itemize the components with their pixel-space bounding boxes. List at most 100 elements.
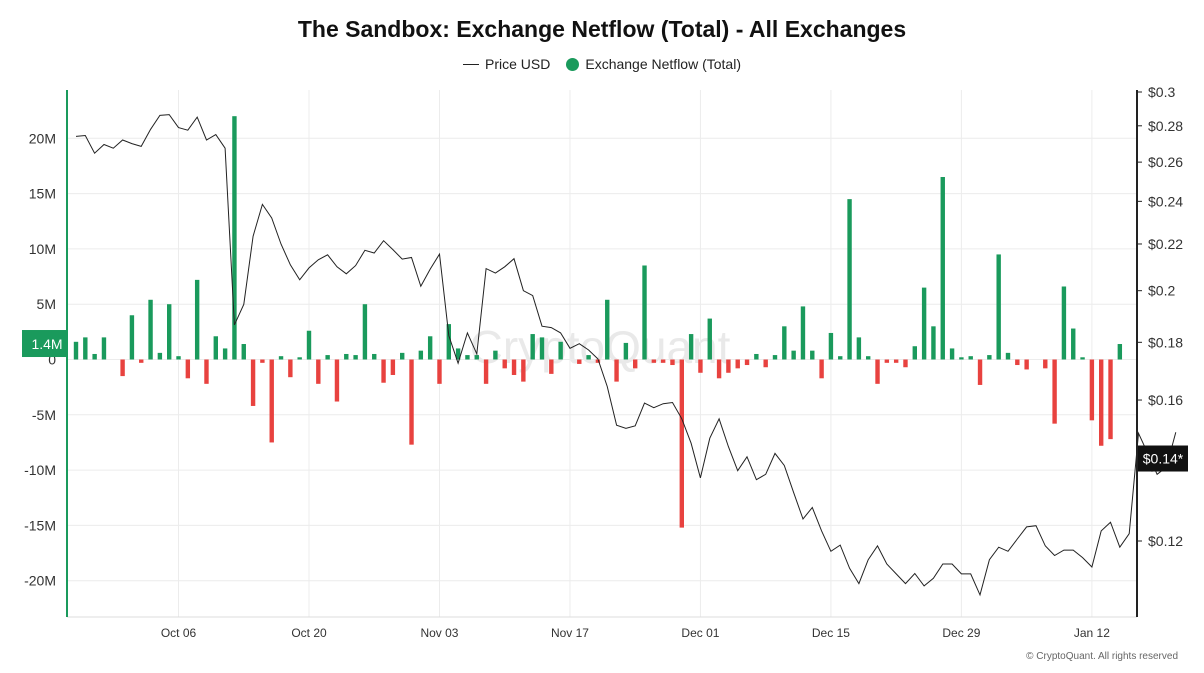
netflow-bar (381, 359, 386, 383)
netflow-bar (418, 350, 424, 360)
right-tick-label: $0.3 (1148, 84, 1175, 100)
right-tick-label: $0.26 (1148, 154, 1183, 170)
netflow-bar (73, 341, 79, 360)
netflow-bar (372, 353, 377, 360)
netflow-bar (996, 254, 1001, 360)
x-tick-label: Nov 03 (420, 626, 458, 640)
netflow-bar (390, 359, 396, 375)
netflow-bar (549, 359, 554, 374)
legend-netflow-dot-swatch (566, 57, 580, 71)
netflow-bar (353, 355, 358, 360)
netflow-bar (167, 304, 172, 360)
netflow-bar (455, 348, 461, 360)
netflow-bar (623, 342, 629, 360)
netflow-bar (325, 355, 330, 360)
netflow-bar (483, 359, 489, 384)
copyright-footer: © CryptoQuant. All rights reserved (1026, 651, 1178, 662)
netflow-bar (838, 356, 843, 360)
netflow-bar (800, 306, 806, 360)
netflow-bar (931, 326, 936, 360)
netflow-bar (791, 350, 796, 360)
netflow-bar (139, 359, 144, 363)
left-tick-label: 15M (29, 186, 56, 202)
netflow-bar (474, 355, 479, 360)
left-tick-label: -20M (24, 573, 56, 589)
netflow-bar (1099, 359, 1104, 446)
netflow-bar (688, 334, 694, 360)
x-tick-label: Dec 15 (812, 626, 850, 640)
netflow-bar (465, 355, 470, 360)
netflow-bar (316, 359, 321, 384)
netflow-bar (157, 352, 163, 360)
netflow-bar (288, 359, 293, 378)
left-tick-label: -5M (32, 407, 56, 423)
netflow-bar (679, 359, 684, 528)
left-tick-label: 20M (29, 130, 56, 146)
right-tick-label: $0.12 (1148, 533, 1183, 549)
netflow-bar (1108, 359, 1113, 440)
right-tick-label: $0.22 (1148, 236, 1183, 252)
netflow-bar (698, 359, 703, 373)
netflow-bar (754, 353, 759, 360)
netflow-bar (1052, 359, 1057, 424)
netflow-bar (1015, 359, 1020, 366)
netflow-bar (260, 359, 265, 363)
netflow-bar (511, 359, 517, 375)
left-tick-label: -15M (24, 517, 56, 533)
netflow-bar (1061, 286, 1067, 360)
right-tick-label: $0.24 (1148, 193, 1183, 209)
netflow-bar (558, 341, 563, 360)
netflow-bar (101, 337, 107, 360)
netflow-bar (577, 359, 582, 364)
current-price-badge (1138, 445, 1188, 472)
netflow-bar (847, 199, 852, 360)
netflow-bar (1005, 352, 1011, 360)
netflow-bar (493, 350, 498, 360)
axes: 20M 15M 10M 5M 0 -5M -10M -15M -20M Oct 06 Oct 20 N… (22, 84, 1188, 640)
netflow-bar (633, 359, 638, 369)
netflow-bar (726, 359, 731, 373)
netflow-bar (763, 359, 768, 368)
netflow-bar (949, 348, 955, 360)
current-netflow-badge (22, 330, 67, 358)
x-tick-label: Oct 20 (291, 626, 327, 640)
netflow-bar (884, 359, 890, 363)
netflow-bar (1117, 344, 1123, 360)
netflow-bar (968, 356, 973, 360)
netflow-bar (744, 359, 750, 366)
left-tick-label: 5M (37, 296, 56, 312)
netflow-bar (334, 359, 340, 402)
netflow-bar (614, 359, 619, 382)
netflow-bar (940, 177, 945, 360)
netflow-bar (782, 326, 787, 360)
x-tick-label: Jan 12 (1074, 626, 1110, 640)
current-netflow-badge-label: 1.4M (31, 336, 62, 352)
netflow-bar (1089, 359, 1095, 421)
netflow-bar (819, 359, 824, 379)
netflow-bar (707, 318, 712, 360)
legend-price-line-swatch (463, 63, 479, 65)
netflow-bar (278, 356, 284, 360)
netflow-bar (269, 359, 274, 443)
netflow-bar (222, 348, 228, 360)
netflow-bar (959, 357, 964, 360)
legend-price-label[interactable]: Price USD (485, 56, 551, 73)
netflow-bar (129, 315, 135, 360)
x-tick-label: Nov 17 (551, 626, 589, 640)
netflow-bar (670, 359, 675, 366)
legend-netflow-label[interactable]: Exchange Netflow (Total) (585, 56, 741, 73)
netflow-bar (903, 359, 908, 368)
netflow-bar (810, 350, 815, 360)
netflow-bar (194, 279, 200, 360)
netflow-bar (176, 356, 181, 360)
right-tick-label: $0.16 (1148, 392, 1183, 408)
netflow-bar (530, 334, 535, 360)
netflow-bar (875, 359, 880, 384)
right-tick-label: $0.18 (1148, 334, 1183, 350)
netflow-bar (250, 359, 256, 406)
netflow-bar (120, 359, 125, 377)
netflow-bar (866, 356, 871, 360)
price-line[interactable] (75, 114, 1177, 597)
netflow-bar (586, 355, 591, 360)
